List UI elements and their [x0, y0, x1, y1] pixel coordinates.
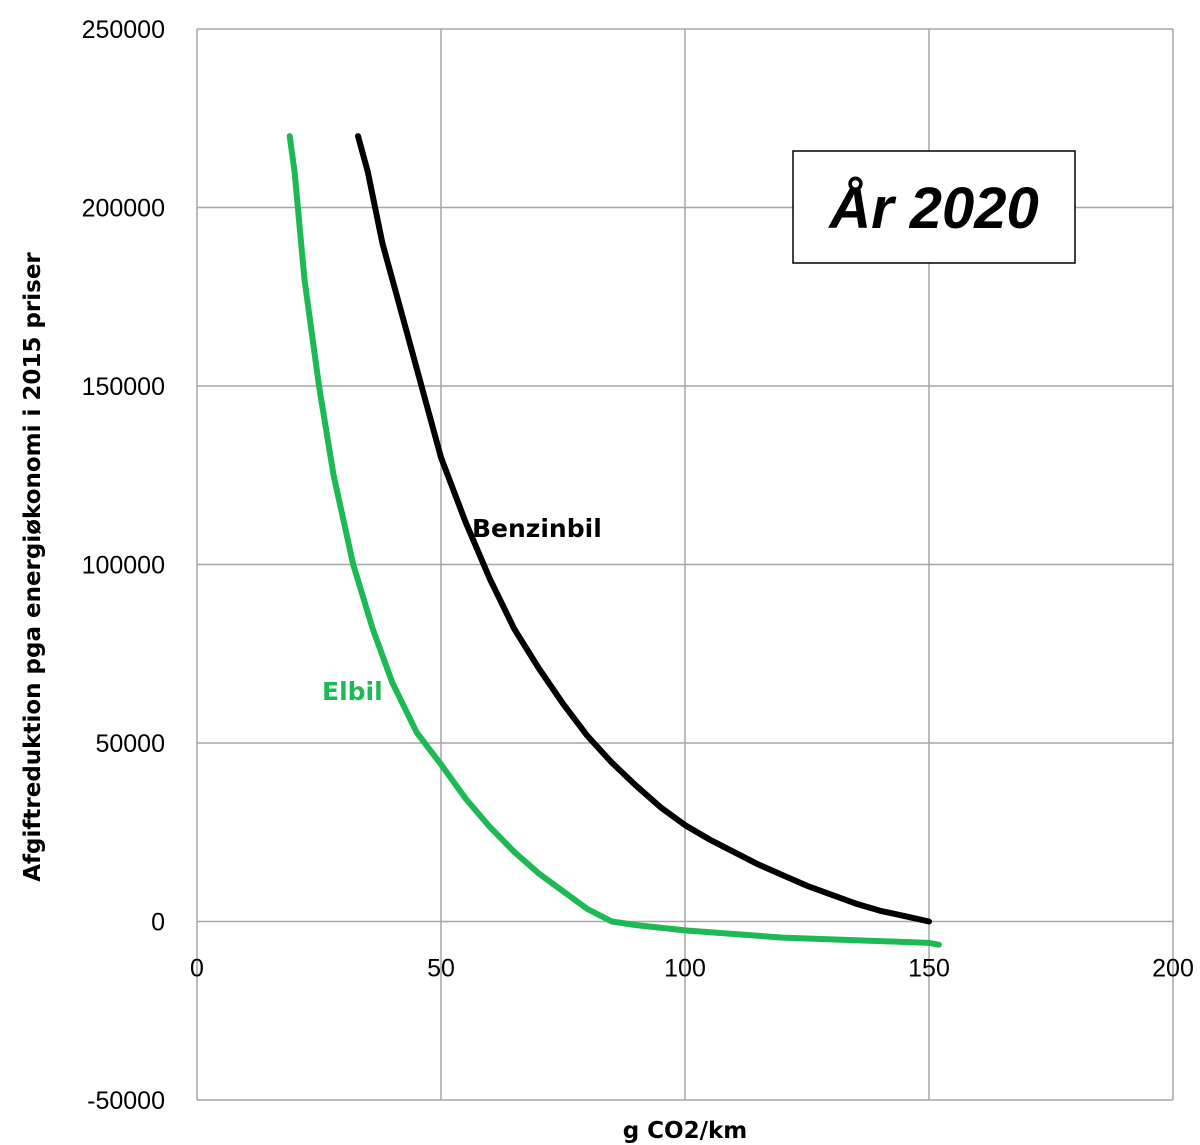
grid-lines: [196, 28, 1174, 1101]
y-tick-label: -50000: [87, 1087, 165, 1115]
y-tick-label: 150000: [82, 373, 165, 401]
series-label-benzinbil: Benzinbil: [472, 514, 602, 543]
x-tick-labels: 0 50 100 150 200: [190, 955, 1194, 983]
y-tick-label: 0: [151, 909, 165, 937]
y-tick-label: 50000: [95, 730, 165, 758]
series-label-elbil: Elbil: [322, 677, 383, 706]
y-tick-label: 100000: [82, 552, 165, 580]
y-tick-labels: 250000 200000 150000 100000 50000 0 -50000: [82, 16, 165, 1115]
series-line-elbil: [286, 133, 942, 948]
y-tick-label: 200000: [82, 195, 165, 223]
y-axis-title: Afgiftreduktion pga energiøkonomi i 2015…: [20, 252, 46, 882]
y-tick-label: 250000: [82, 16, 165, 44]
x-tick-label: 100: [664, 955, 706, 983]
series-line-benzinbil: [355, 133, 932, 925]
x-tick-label: 50: [427, 955, 455, 983]
x-tick-label: 200: [1152, 955, 1194, 983]
annotation-box: År 2020: [792, 150, 1076, 264]
x-axis-title: g CO2/km: [623, 1118, 748, 1144]
x-tick-label: 150: [908, 955, 950, 983]
series-lines: [286, 133, 942, 948]
x-tick-label: 0: [190, 955, 204, 983]
annotation-title: År 2020: [827, 176, 1039, 241]
